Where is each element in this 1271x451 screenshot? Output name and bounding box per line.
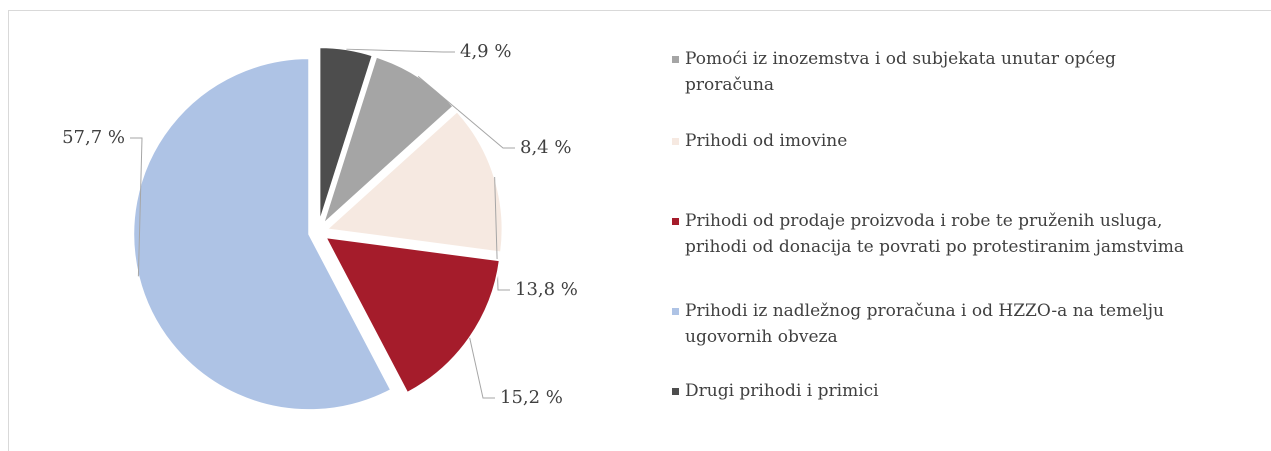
legend-label: Prihodi iz nadležnog proračuna i od HZZO… <box>685 301 1164 347</box>
legend-label: Pomoći iz inozemstva i od subjekata unut… <box>685 49 1116 95</box>
pie-slice <box>318 46 374 224</box>
legend-swatch <box>672 218 679 225</box>
legend-swatch <box>672 308 679 315</box>
legend-swatch <box>672 388 679 395</box>
data-label: 57,7 % <box>62 127 125 148</box>
chart-frame <box>8 10 1271 451</box>
data-label: 8,4 % <box>520 137 571 158</box>
legend-label: Prihodi od prodaje proizvoda i robe te p… <box>685 211 1184 257</box>
leader-line <box>469 337 495 399</box>
legend-label: Prihodi od imovine <box>685 131 848 151</box>
legend-item: Prihodi od imovine <box>672 128 1192 154</box>
leader-line <box>417 76 515 149</box>
pie-slice <box>132 57 393 412</box>
legend-swatch <box>672 138 679 145</box>
legend-item: Drugi prihodi i primici <box>672 378 1192 404</box>
data-label: 4,9 % <box>460 41 511 62</box>
legend-item: Pomoći iz inozemstva i od subjekata unut… <box>672 46 1192 98</box>
leader-line <box>346 48 455 53</box>
legend-item: Prihodi iz nadležnog proračuna i od HZZO… <box>672 298 1192 350</box>
data-label: 13,8 % <box>515 279 578 300</box>
leader-line <box>130 137 143 277</box>
pie-slice <box>324 109 504 254</box>
legend-label: Drugi prihodi i primici <box>685 381 879 401</box>
legend-item: Prihodi od prodaje proizvoda i robe te p… <box>672 208 1192 260</box>
leader-line <box>494 177 510 291</box>
data-label: 15,2 % <box>500 387 563 408</box>
legend-swatch <box>672 56 679 63</box>
